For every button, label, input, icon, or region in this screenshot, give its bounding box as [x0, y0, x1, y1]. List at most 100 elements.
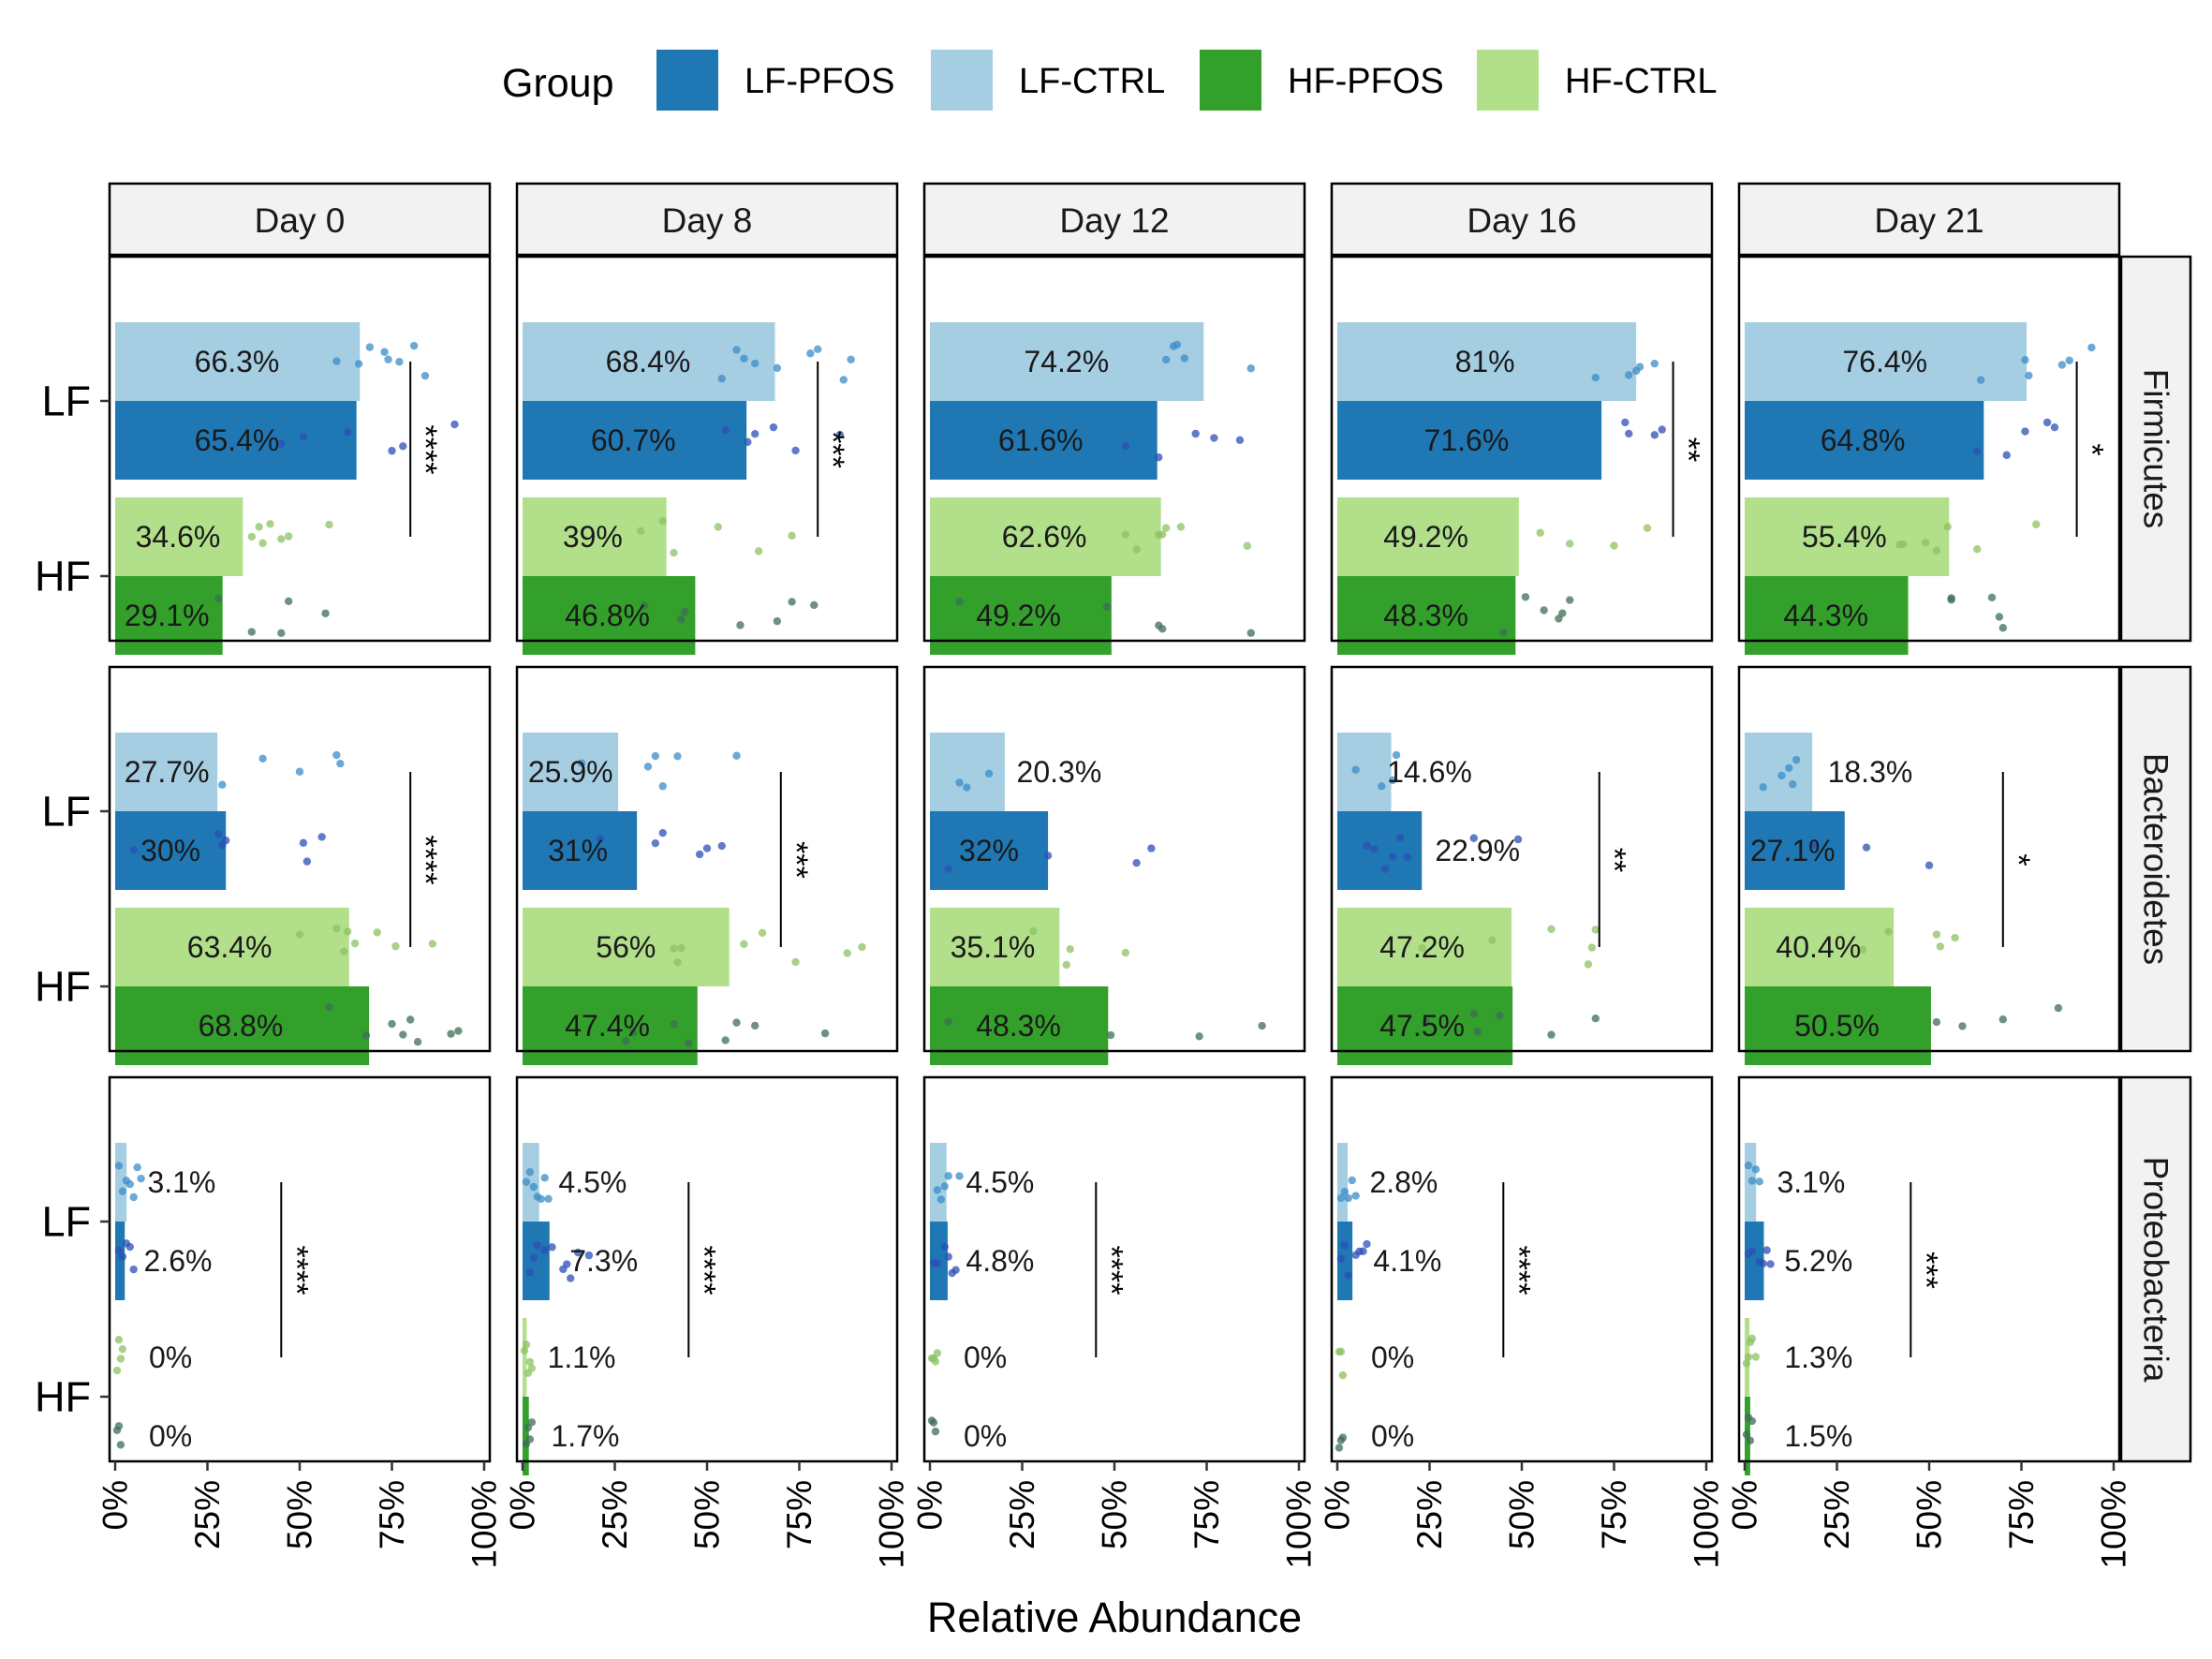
- point-hf-ctrl: [522, 1341, 531, 1349]
- point-hf-pfos: [1521, 593, 1530, 601]
- point-lf-pfos: [118, 1252, 127, 1261]
- panel-border: [1737, 255, 2121, 643]
- point-hf-pfos: [1958, 1022, 1967, 1030]
- point-hf-ctrl: [1751, 1353, 1761, 1361]
- x-tick-label: 0%: [96, 1480, 135, 1530]
- point-hf-ctrl: [247, 532, 256, 541]
- bar-hf-ctrl: [1745, 908, 1895, 986]
- point-lf-pfos: [1469, 834, 1478, 842]
- point-hf-pfos: [2054, 1003, 2063, 1013]
- point-lf-pfos: [835, 430, 845, 439]
- strip-label-day-8: Day 8: [662, 201, 753, 240]
- value-label-hf-ctrl: 56%: [596, 930, 656, 964]
- point-hf-pfos: [388, 1019, 396, 1029]
- point-hf-ctrl: [1643, 524, 1652, 532]
- point-hf-ctrl: [670, 548, 678, 557]
- point-lf-pfos: [1762, 1246, 1771, 1254]
- point-hf-ctrl: [1858, 945, 1867, 954]
- point-lf-ctrl: [1635, 363, 1644, 371]
- panel-firmicutes-day-0: 66.3% 65.4% 34.6% 29.1% **** LF HF: [35, 255, 492, 655]
- point-lf-pfos: [1747, 1247, 1757, 1255]
- strip-label-day-12: Day 12: [1059, 201, 1169, 240]
- value-label-hf-pfos: 50.5%: [1794, 1009, 1880, 1043]
- value-label-lf-ctrl: 3.1%: [147, 1165, 215, 1199]
- point-lf-ctrl: [218, 780, 227, 789]
- value-label-lf-pfos: 7.3%: [569, 1244, 638, 1278]
- point-lf-pfos: [1625, 429, 1633, 438]
- point-hf-ctrl: [391, 941, 400, 951]
- point-lf-ctrl: [1344, 1193, 1353, 1203]
- value-label-hf-ctrl: 62.6%: [1002, 520, 1087, 554]
- point-hf-ctrl: [636, 526, 645, 536]
- point-hf-ctrl: [325, 520, 333, 529]
- point-lf-ctrl: [336, 759, 345, 768]
- panel-bacteroidetes-day-21: 18.3% 27.1% 40.4% 50.5% *: [1737, 665, 2121, 1065]
- point-lf-pfos: [1336, 1254, 1346, 1263]
- point-lf-ctrl: [936, 1195, 946, 1204]
- panel-bacteroidetes-day-8: 25.9% 31% 56% 47.4% ***: [515, 665, 899, 1065]
- point-lf-ctrl: [1172, 340, 1182, 349]
- value-label-hf-ctrl: 35.1%: [951, 930, 1036, 964]
- point-hf-ctrl: [1591, 926, 1600, 934]
- point-hf-ctrl: [758, 928, 767, 938]
- point-hf-pfos: [721, 1036, 730, 1044]
- significance-label: ****: [686, 1246, 721, 1296]
- point-lf-pfos: [125, 1242, 134, 1252]
- point-hf-ctrl: [277, 535, 286, 543]
- bar-lf-pfos: [523, 811, 638, 890]
- point-hf-ctrl: [1132, 545, 1141, 554]
- x-tick-label: 50%: [688, 1480, 727, 1549]
- x-tick-label: 25%: [188, 1480, 227, 1549]
- point-hf-pfos: [1547, 1030, 1556, 1039]
- point-lf-ctrl: [1751, 1165, 1761, 1174]
- point-hf-pfos: [1746, 1436, 1755, 1444]
- point-hf-ctrl: [258, 539, 267, 548]
- point-lf-ctrl: [1351, 765, 1360, 774]
- point-hf-ctrl: [266, 520, 274, 528]
- panel-firmicutes-day-8: 68.4% 60.7% 39% 46.8% ***: [515, 255, 899, 655]
- point-hf-pfos: [732, 1018, 741, 1027]
- x-tick-label: 25%: [596, 1480, 634, 1549]
- value-label-lf-pfos: 5.2%: [1784, 1244, 1852, 1278]
- point-lf-pfos: [533, 1241, 541, 1250]
- point-lf-pfos: [1403, 852, 1412, 862]
- value-label-lf-pfos: 32%: [959, 834, 1019, 867]
- x-tick-label: 100%: [2095, 1480, 2133, 1569]
- point-lf-ctrl: [2057, 361, 2067, 369]
- point-hf-ctrl: [1176, 523, 1186, 531]
- point-lf-pfos: [1235, 436, 1245, 445]
- point-lf-ctrl: [1340, 1187, 1349, 1196]
- panel-border: [922, 665, 1306, 1053]
- point-lf-pfos: [1155, 453, 1163, 462]
- point-lf-ctrl: [944, 1172, 952, 1180]
- point-hf-ctrl: [428, 940, 437, 948]
- point-lf-ctrl: [137, 1174, 145, 1183]
- value-label-hf-ctrl: 0%: [1371, 1341, 1414, 1374]
- x-tick-label: 100%: [1280, 1480, 1319, 1569]
- bar-hf-pfos: [523, 1397, 529, 1475]
- strip-day-12: [922, 182, 1306, 257]
- value-label-lf-pfos: 4.8%: [966, 1244, 1034, 1278]
- point-hf-pfos: [773, 616, 782, 626]
- point-lf-pfos: [1359, 1247, 1367, 1255]
- point-hf-ctrl: [1418, 943, 1426, 953]
- strip-proteobacteria: [2119, 1075, 2192, 1463]
- point-lf-pfos: [222, 837, 230, 845]
- bar-lf-pfos: [115, 401, 357, 480]
- point-hf-ctrl: [340, 947, 348, 956]
- y-tick-label-lf: LF: [41, 1198, 91, 1246]
- legend-swatch-lf-pfos: [656, 50, 718, 111]
- point-hf-ctrl: [527, 1364, 537, 1372]
- point-hf-pfos: [820, 1029, 830, 1038]
- point-hf-pfos: [1258, 1021, 1266, 1030]
- bar-hf-ctrl: [523, 1318, 527, 1397]
- point-hf-ctrl: [344, 927, 352, 936]
- bar-lf-ctrl: [930, 322, 1204, 401]
- point-lf-ctrl: [420, 371, 430, 380]
- panel-border: [515, 665, 899, 1053]
- point-hf-pfos: [454, 1027, 463, 1035]
- significance-label: ****: [407, 425, 443, 475]
- panel-bacteroidetes-day-16: 14.6% 22.9% 47.2% 47.5% **: [1330, 665, 1714, 1065]
- point-hf-ctrl: [673, 958, 682, 967]
- value-label-hf-ctrl: 55.4%: [1802, 520, 1887, 554]
